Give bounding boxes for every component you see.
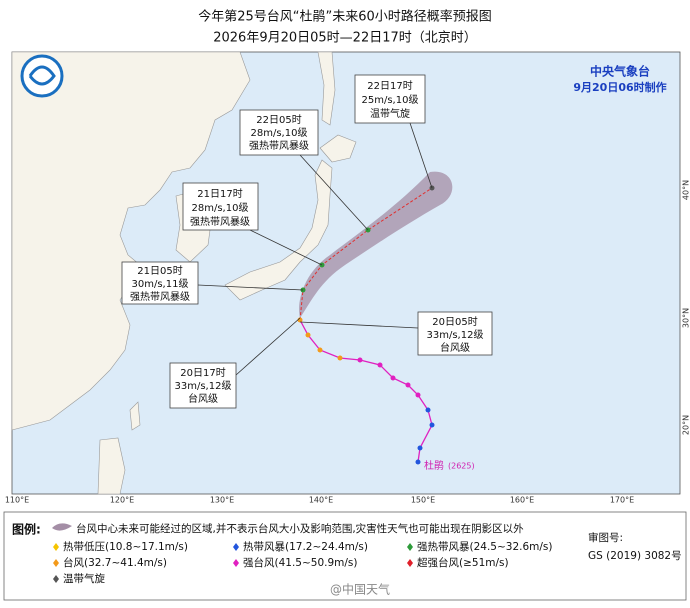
legend-label: 超强台风(≥51m/s) bbox=[417, 556, 509, 569]
label-wind: 30m/s,11级 bbox=[132, 278, 189, 290]
legend-label: 台风(32.7~41.4m/s) bbox=[63, 556, 167, 569]
label-time: 21日17时 bbox=[197, 188, 242, 200]
approval-number: GS (2019) 3082号 bbox=[588, 550, 682, 562]
label-grade: 强热带风暴级 bbox=[249, 139, 309, 152]
label-wind: 28m/s,10级 bbox=[192, 202, 249, 214]
legend-title: 图例: bbox=[12, 522, 41, 537]
label-grade: 台风级 bbox=[440, 341, 470, 354]
label-wind: 28m/s,10级 bbox=[251, 127, 308, 139]
issue-time: 9月20日06时制作 bbox=[573, 80, 666, 94]
lon-label: 130°E bbox=[210, 496, 234, 505]
label-grade: 强热带风暴级 bbox=[190, 215, 250, 228]
latitude-labels: 40°N 30°N 20°N bbox=[682, 180, 690, 435]
label-wind: 33m/s,12级 bbox=[175, 380, 232, 392]
legend-label: 强热带风暴(24.5~32.6m/s) bbox=[417, 540, 553, 553]
map-area bbox=[12, 52, 680, 494]
label-grade: 温带气旋 bbox=[370, 107, 410, 120]
lon-label: 120°E bbox=[110, 496, 134, 505]
agency-name: 中央气象台 bbox=[590, 64, 650, 79]
lon-label: 160°E bbox=[510, 496, 534, 505]
label-time: 20日05时 bbox=[432, 316, 477, 328]
lon-label: 150°E bbox=[411, 496, 435, 505]
label-time: 22日17时 bbox=[367, 80, 412, 92]
legend-cone-text: 台风中心未来可能经过的区域,并不表示台风大小及影响范围,灾害性天气也可能出现在阴… bbox=[76, 522, 524, 535]
legend-label: 热带风暴(17.2~24.4m/s) bbox=[243, 540, 368, 553]
storm-code: (2625) bbox=[448, 462, 475, 471]
title: 今年第25号台风“杜鹃”未来60小时路径概率预报图 bbox=[198, 9, 492, 25]
label-wind: 33m/s,12级 bbox=[427, 329, 484, 341]
longitude-labels: 110°E 120°E 130°E 140°E 150°E 160°E 170°… bbox=[5, 496, 634, 505]
logo bbox=[22, 56, 62, 96]
lon-label: 170°E bbox=[610, 496, 634, 505]
label-grade: 强热带风暴级 bbox=[130, 290, 190, 303]
label-grade: 台风级 bbox=[188, 392, 218, 405]
legend-label: 温带气旋 bbox=[63, 572, 105, 585]
label-time: 20日17时 bbox=[180, 367, 225, 379]
lat-label: 30°N bbox=[682, 308, 690, 328]
approval-label: 审图号: bbox=[588, 531, 623, 544]
legend-label: 强台风(41.5~50.9m/s) bbox=[243, 556, 358, 569]
legend-label: 热带低压(10.8~17.1m/s) bbox=[63, 540, 188, 553]
watermark: @中国天气 bbox=[330, 582, 390, 597]
label-wind: 25m/s,10级 bbox=[362, 94, 419, 106]
label-time: 22日05时 bbox=[256, 114, 301, 126]
subtitle: 2026年9月20日05时—22日17时（北京时） bbox=[213, 31, 477, 46]
lon-label: 110°E bbox=[5, 496, 29, 505]
lat-label: 20°N bbox=[682, 415, 690, 435]
label-time: 21日05时 bbox=[137, 265, 182, 277]
lon-label: 140°E bbox=[309, 496, 333, 505]
storm-name: 杜鹃 bbox=[424, 459, 444, 472]
lat-label: 40°N bbox=[682, 180, 690, 200]
